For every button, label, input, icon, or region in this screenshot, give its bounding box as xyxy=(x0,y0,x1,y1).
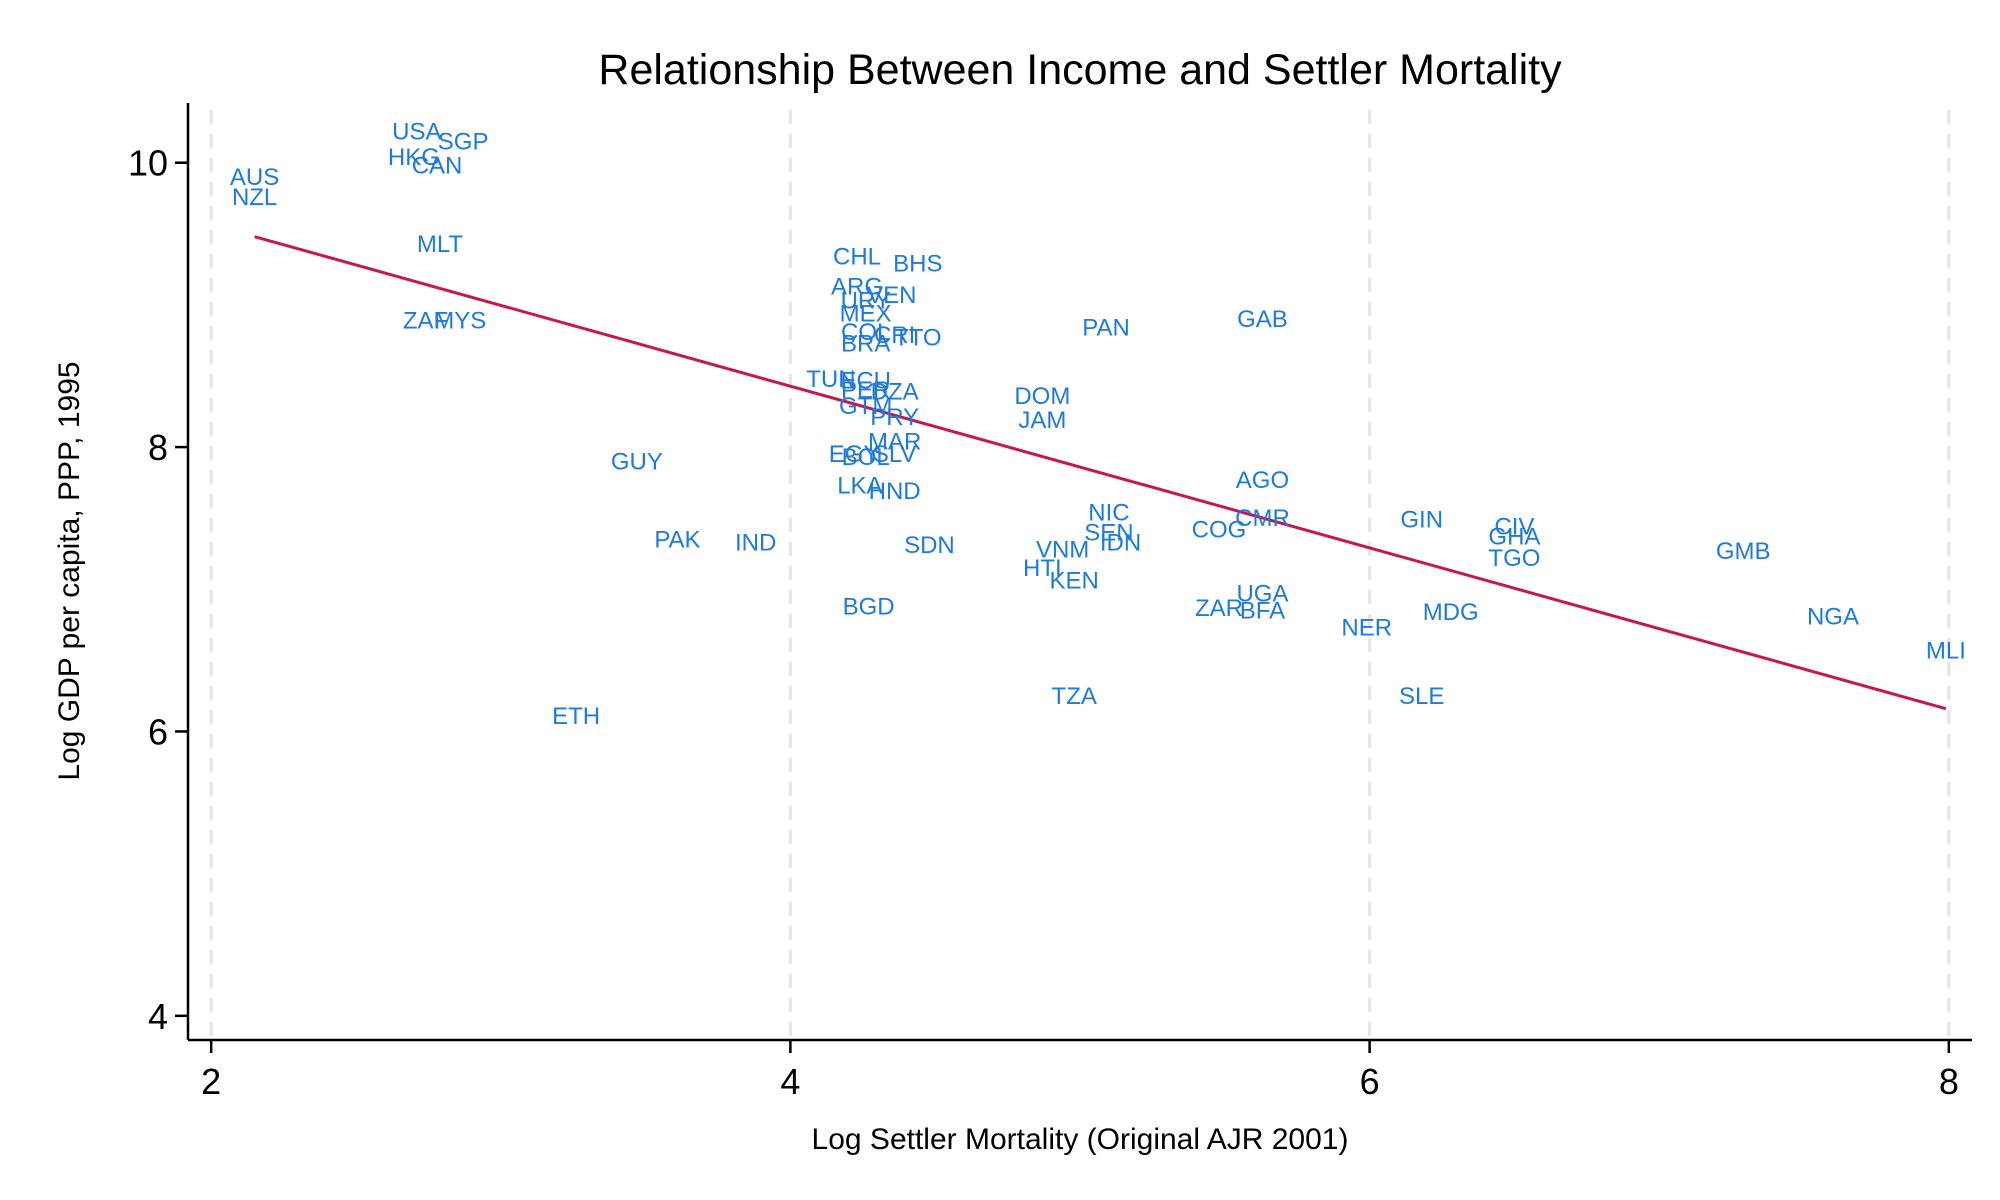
x-grid-lines xyxy=(209,110,1951,1038)
point-label-gab: GAB xyxy=(1237,306,1288,333)
x-tick-label: 2 xyxy=(201,1061,221,1102)
point-label-gha: GHA xyxy=(1488,524,1540,551)
point-label-egy: EGY xyxy=(829,441,880,468)
point-label-sdn: SDN xyxy=(904,532,955,559)
x-tick-label: 4 xyxy=(780,1061,800,1102)
point-label-eth: ETH xyxy=(552,703,600,730)
point-label-lka: LKA xyxy=(837,472,882,499)
point-label-dom: DOM xyxy=(1014,383,1070,410)
point-label-tza: TZA xyxy=(1052,683,1097,710)
fit-line xyxy=(254,235,1947,711)
point-label-slv: SLV xyxy=(873,441,917,468)
point-label-sle: SLE xyxy=(1399,683,1444,710)
point-label-bra: BRA xyxy=(841,330,890,357)
point-label-ago: AGO xyxy=(1236,467,1289,494)
point-label-nga: NGA xyxy=(1807,603,1859,630)
y-tick-label: 6 xyxy=(148,711,168,752)
point-label-hti: HTI xyxy=(1023,555,1062,582)
chart-title: Relationship Between Income and Settler … xyxy=(598,46,1562,94)
point-label-ury: URY xyxy=(841,288,891,315)
fit-line-group xyxy=(254,235,1947,711)
point-label-bgd: BGD xyxy=(843,593,895,620)
point-label-chl: CHL xyxy=(833,244,881,271)
point-label-bol: BOL xyxy=(842,444,890,471)
point-label-gmb: GMB xyxy=(1716,538,1771,565)
point-label-ven: VEN xyxy=(867,282,916,309)
point-label-usa: USA xyxy=(392,118,441,145)
point-label-can: CAN xyxy=(412,153,463,180)
y-tick-label: 10 xyxy=(128,143,168,184)
point-label-col: COL xyxy=(841,319,890,346)
point-label-idn: IDN xyxy=(1100,529,1141,556)
point-label-pak: PAK xyxy=(654,527,700,554)
x-tick-label: 8 xyxy=(1939,1061,1959,1102)
point-label-cmr: CMR xyxy=(1235,505,1290,532)
point-label-mli: MLI xyxy=(1926,637,1966,664)
point-label-tgo: TGO xyxy=(1488,545,1540,572)
point-label-arg: ARG xyxy=(831,273,883,300)
point-label-mys: MYS xyxy=(434,308,486,335)
x-axis-ticks: 2 4 6 8 xyxy=(201,1040,1959,1102)
point-label-hkg: HKG xyxy=(388,144,440,171)
point-label-uga: UGA xyxy=(1236,581,1288,608)
point-label-ind: IND xyxy=(735,529,776,556)
point-label-ecu: ECU xyxy=(840,367,891,394)
point-label-aus: AUS xyxy=(230,164,279,191)
point-label-ner: NER xyxy=(1341,615,1392,642)
point-label-nzl: NZL xyxy=(232,184,277,211)
x-tick-label: 6 xyxy=(1360,1061,1380,1102)
y-tick-label: 4 xyxy=(148,996,168,1037)
point-label-tun: TUN xyxy=(806,366,855,393)
point-label-sen: SEN xyxy=(1084,519,1133,546)
point-label-mex: MEX xyxy=(840,300,892,327)
point-label-zar: ZAR xyxy=(1195,595,1243,622)
point-label-gtm: GTM xyxy=(839,393,892,420)
y-tick-label: 8 xyxy=(148,427,168,468)
point-label-nic: NIC xyxy=(1088,499,1129,526)
point-label-zaf: ZAF xyxy=(403,308,448,335)
point-label-bfa: BFA xyxy=(1240,598,1285,625)
point-label-cog: COG xyxy=(1192,517,1247,544)
point-label-tto: TTO xyxy=(894,325,942,352)
point-label-gin: GIN xyxy=(1400,507,1443,534)
point-label-civ: CIV xyxy=(1494,514,1534,541)
point-label-jam: JAM xyxy=(1018,407,1066,434)
point-label-guy: GUY xyxy=(611,448,663,475)
point-label-sgp: SGP xyxy=(438,128,489,155)
point-label-vnm: VNM xyxy=(1036,536,1089,563)
point-label-pan: PAN xyxy=(1082,315,1130,342)
point-label-bhs: BHS xyxy=(893,251,942,278)
point-label-per: PER xyxy=(841,377,890,404)
point-label-dza: DZA xyxy=(871,379,919,406)
x-axis-title: Log Settler Mortality (Original AJR 2001… xyxy=(812,1123,1349,1156)
y-axis-title: Log GDP per capita, PPP, 1995 xyxy=(53,361,86,780)
y-axis-ticks: 4 6 8 10 xyxy=(128,143,188,1037)
point-label-hnd: HND xyxy=(869,478,921,505)
point-label-cri: CRI xyxy=(874,322,915,349)
point-label-mar: MAR xyxy=(868,428,921,455)
point-label-ken: KEN xyxy=(1050,568,1099,595)
point-label-pry: PRY xyxy=(870,404,919,431)
point-label-mdg: MDG xyxy=(1423,599,1479,626)
point-label-mlt: MLT xyxy=(417,231,464,258)
